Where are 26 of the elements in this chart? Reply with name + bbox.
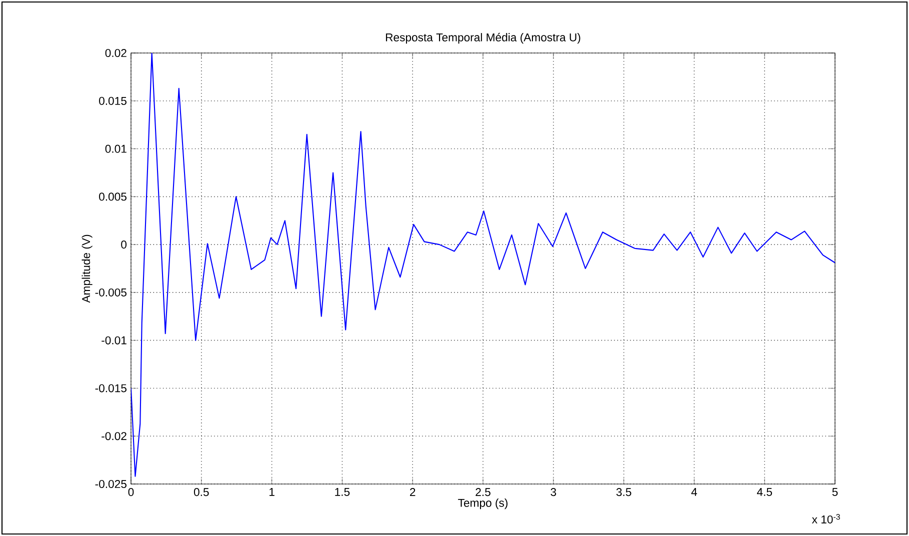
x-tick-label: 0.5 xyxy=(194,488,209,496)
x-axis-title: Tempo (s) xyxy=(458,498,508,510)
y-axis-title: Amplitude (V) xyxy=(82,234,92,303)
x-tick-label: 4.5 xyxy=(756,488,772,496)
line-series xyxy=(131,53,836,477)
y-tick-label: -0.025 xyxy=(95,480,126,488)
text: x 10$^{-3}$ xyxy=(812,514,840,524)
x-tick-label: 2.5 xyxy=(476,488,490,496)
x-tick-label: 3.5 xyxy=(616,488,632,496)
y-tick-label: 0 xyxy=(121,240,127,249)
x-tick-label: 5 xyxy=(832,488,838,496)
y-tick-label: 0.005 xyxy=(99,192,126,201)
y-tick-label: -0.02 xyxy=(102,432,126,440)
x-tick-label: 4 xyxy=(691,488,698,496)
y-tick-label: -0.015 xyxy=(95,384,126,392)
y-tick-label: -0.005 xyxy=(95,288,126,296)
x-tick-label: 1 xyxy=(270,488,274,496)
x-tick-label: 2 xyxy=(410,488,416,496)
y-tick-label: -0.01 xyxy=(102,336,126,344)
y-tick-label: 0.015 xyxy=(99,96,126,105)
x-tick-label: 3 xyxy=(550,488,556,496)
y-tick-label: 0.02 xyxy=(105,49,126,58)
x-tick-label: 1.5 xyxy=(335,488,350,496)
y-tick-label: 0.01 xyxy=(105,144,126,153)
chart-title: Resposta Temporal Média (Amostra U) xyxy=(386,32,580,44)
x-tick-label: 0 xyxy=(128,488,134,496)
